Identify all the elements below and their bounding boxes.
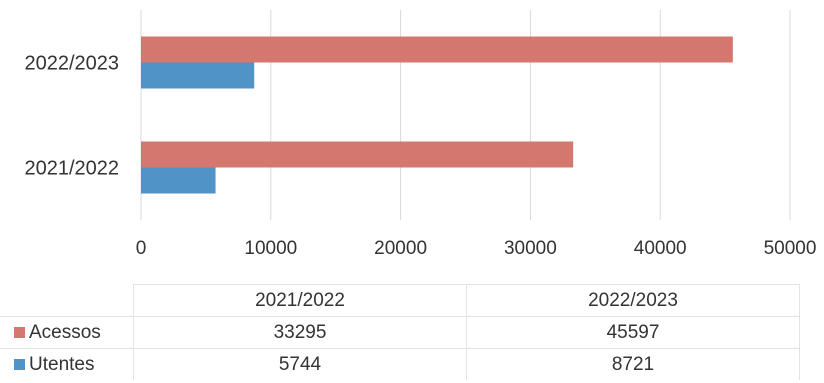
bar-acessos-2022-2023 (141, 36, 733, 63)
table-row-header: Utentes (0, 348, 134, 380)
legend-swatch-utentes (14, 358, 25, 370)
bar-acessos-2021-2022 (141, 141, 574, 168)
x-tick-label: 40000 (634, 238, 687, 259)
x-tick-label: 0 (136, 238, 147, 259)
legend-label: Utentes (29, 353, 95, 375)
table-cell: 8721 (466, 348, 800, 380)
bar-utentes-2022-2023 (141, 62, 255, 89)
table-cell: 45597 (466, 316, 800, 349)
x-tick-label: 50000 (764, 238, 817, 259)
table-column-header: 2021/2022 (133, 284, 467, 317)
x-tick-label: 10000 (244, 238, 297, 259)
table-column-header: 2022/2023 (466, 284, 800, 317)
category-labels: 2021/2022 2022/2023 (24, 53, 119, 180)
bar-utentes-2021-2022 (141, 167, 216, 194)
data-table: 2021/2022 2022/2023 Acessos 33295 45597 … (0, 284, 800, 380)
bar-chart: 2021/2022 2022/2023 0 10000 20000 30000 40000… (24, 10, 817, 259)
x-tick-label: 20000 (374, 238, 427, 259)
bars (141, 36, 733, 194)
table-row-header: Acessos (0, 316, 134, 349)
table-row: Acessos 33295 45597 (0, 316, 800, 349)
table-corner (0, 284, 134, 317)
table-header-row: 2021/2022 2022/2023 (0, 284, 800, 317)
category-label: 2021/2022 (24, 158, 119, 180)
category-label: 2022/2023 (24, 53, 119, 75)
table-row: Utentes 5744 8721 (0, 348, 800, 380)
legend-label: Acessos (29, 321, 101, 343)
table-cell: 33295 (133, 316, 467, 349)
x-axis-ticks: 0 10000 20000 30000 40000 50000 (136, 238, 817, 259)
legend-swatch-acessos (14, 326, 25, 338)
x-tick-label: 30000 (504, 238, 557, 259)
table-cell: 5744 (133, 348, 467, 380)
